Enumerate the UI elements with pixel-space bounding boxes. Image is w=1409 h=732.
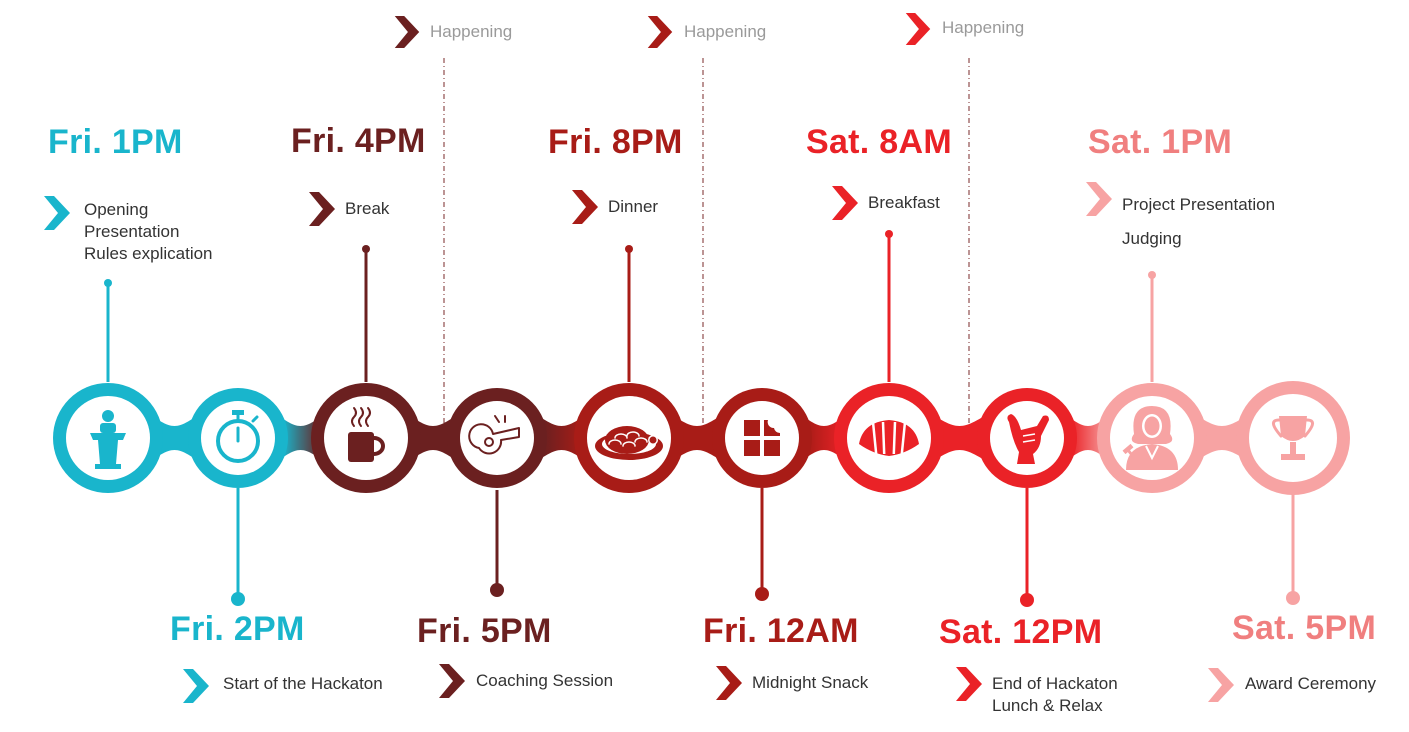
- chevron-right-icon: [572, 190, 598, 224]
- event-stem-dot: [755, 587, 769, 601]
- event-node[interactable]: [1097, 383, 1207, 493]
- event-description: Break: [345, 198, 389, 220]
- event-description-line: Lunch & Relax: [992, 696, 1103, 715]
- event-time-label: Fri. 12AM: [703, 612, 859, 650]
- chevron-right-icon: [956, 667, 982, 701]
- event-stem-dot: [490, 583, 504, 597]
- event-node[interactable]: [188, 388, 288, 488]
- event-description-line: Midnight Snack: [752, 673, 869, 692]
- event-description-line: Rules explication: [84, 244, 213, 263]
- chevron-right-icon: [905, 13, 931, 45]
- event-description-line: Award Ceremony: [1245, 674, 1377, 693]
- event-time-label: Fri. 5PM: [417, 612, 552, 650]
- event-stem-dot: [104, 279, 112, 287]
- shaka-hand-icon: [1007, 414, 1049, 464]
- event-description: Award Ceremony: [1245, 673, 1376, 695]
- podium-icon: [90, 410, 126, 469]
- chevron-right-icon: [1208, 668, 1234, 702]
- event-description: Project Presentation Judging: [1122, 188, 1275, 256]
- chevron-right-icon: [439, 664, 465, 698]
- event-description-line: Dinner: [608, 197, 659, 216]
- event-description-line: End of Hackaton: [992, 674, 1118, 693]
- event-description: Opening Presentation Rules explication: [84, 199, 213, 265]
- event-node[interactable]: [447, 388, 547, 488]
- event-description-line: Break: [345, 199, 390, 218]
- chevron-right-icon: [394, 16, 420, 48]
- event-description-line: Breakfast: [868, 193, 940, 212]
- event-description-line: Start of the Hackaton: [223, 674, 383, 693]
- chevron-right-icon: [647, 16, 673, 48]
- event-node[interactable]: [574, 383, 684, 493]
- event-description: Coaching Session: [476, 670, 613, 692]
- event-node[interactable]: [977, 388, 1077, 488]
- event-description: Start of the Hackaton: [223, 673, 383, 695]
- event-node[interactable]: [712, 388, 812, 488]
- event-description-line: Opening: [84, 200, 149, 219]
- event-stem-dot: [1020, 593, 1034, 607]
- event-node[interactable]: [53, 383, 163, 493]
- event-description: End of Hackaton Lunch & Relax: [992, 673, 1118, 717]
- event-time-label: Sat. 12PM: [939, 613, 1103, 651]
- event-description-line: Presentation: [84, 222, 180, 241]
- chevron-right-icon: [183, 669, 209, 703]
- chevron-right-icon: [716, 666, 742, 700]
- event-stem-dot: [362, 245, 370, 253]
- event-time-label: Fri. 4PM: [291, 122, 426, 160]
- event-description-line: Coaching Session: [476, 671, 614, 690]
- event-time-label: Fri. 8PM: [548, 123, 683, 161]
- event-stem-dot: [625, 245, 633, 253]
- judge-icon: [1121, 406, 1178, 470]
- event-stem-dot: [1148, 271, 1156, 279]
- spaghetti-plate-icon: [595, 409, 663, 460]
- event-description-line: Judging: [1122, 229, 1182, 248]
- event-time-label: Fri. 2PM: [170, 610, 305, 648]
- event-node[interactable]: [1236, 381, 1350, 495]
- event-time-label: Sat. 5PM: [1232, 609, 1377, 647]
- whistle-icon: [468, 415, 520, 455]
- chevron-right-icon: [832, 186, 858, 220]
- happening-label: Happening: [430, 22, 513, 41]
- event-description: Dinner: [608, 196, 658, 218]
- happening-label: Happening: [684, 22, 767, 41]
- event-time-label: Sat. 8AM: [806, 123, 952, 161]
- stopwatch-icon: [216, 410, 260, 463]
- chocolate-bar-icon: [740, 412, 788, 460]
- croissant-icon: [859, 420, 919, 456]
- chevron-right-icon: [44, 196, 70, 230]
- trophy-icon: [1272, 416, 1314, 460]
- event-description: Midnight Snack: [752, 672, 868, 694]
- happening-label: Happening: [942, 18, 1025, 37]
- chevron-right-icon: [309, 192, 335, 226]
- event-time-label: Sat. 1PM: [1088, 123, 1233, 161]
- coffee-cup-icon: [348, 407, 385, 462]
- event-time-label: Fri. 1PM: [48, 123, 183, 161]
- event-description: Breakfast: [868, 192, 940, 214]
- event-stem-dot: [885, 230, 893, 238]
- event-node[interactable]: [834, 383, 944, 493]
- event-node[interactable]: [311, 383, 421, 493]
- event-description-line: Project Presentation: [1122, 195, 1276, 214]
- event-stem-dot: [231, 592, 245, 606]
- chevron-right-icon: [1086, 182, 1112, 216]
- event-stem-dot: [1286, 591, 1300, 605]
